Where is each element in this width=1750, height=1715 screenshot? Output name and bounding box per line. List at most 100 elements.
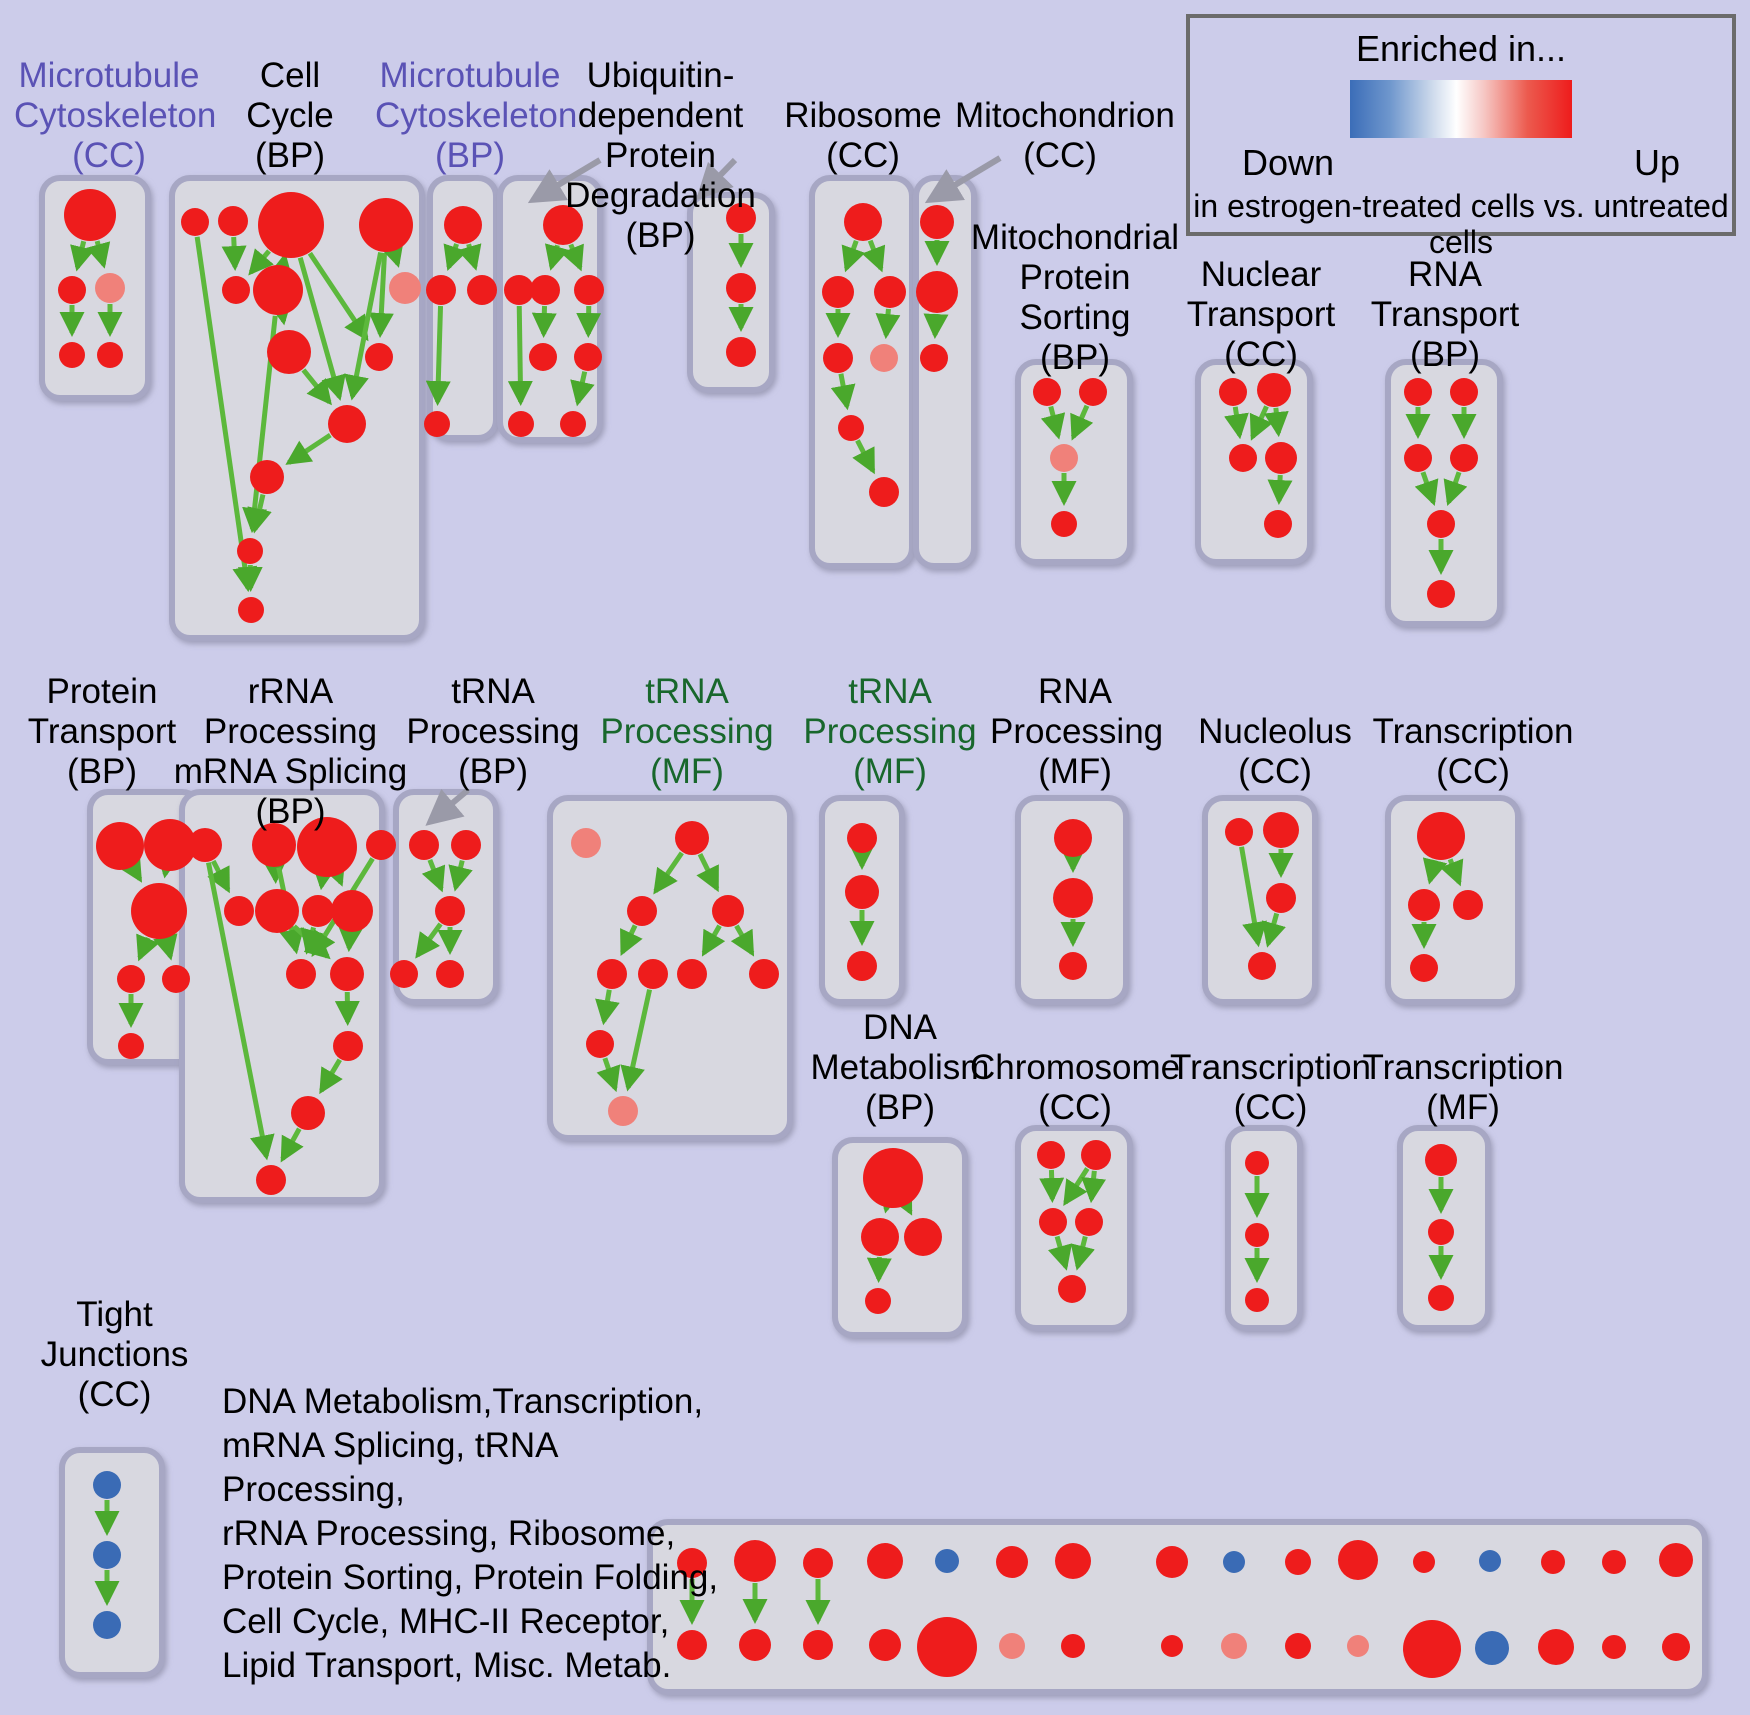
network-node[interactable]	[508, 411, 534, 437]
network-node[interactable]	[252, 823, 296, 867]
network-node[interactable]	[328, 405, 366, 443]
network-node[interactable]	[1266, 883, 1296, 913]
network-node[interactable]	[258, 192, 324, 258]
network-node[interactable]	[96, 822, 144, 870]
network-node[interactable]	[444, 206, 482, 244]
network-node[interactable]	[916, 271, 958, 313]
network-node[interactable]	[935, 1549, 959, 1573]
network-node[interactable]	[845, 875, 879, 909]
network-node[interactable]	[224, 896, 254, 926]
network-node[interactable]	[1245, 1223, 1269, 1247]
network-node[interactable]	[93, 1471, 121, 1499]
network-node[interactable]	[131, 883, 187, 939]
network-node[interactable]	[1425, 1144, 1457, 1176]
network-node[interactable]	[608, 1096, 638, 1126]
network-node[interactable]	[996, 1546, 1028, 1578]
network-node[interactable]	[529, 343, 557, 371]
network-node[interactable]	[803, 1630, 833, 1660]
network-node[interactable]	[1039, 1208, 1067, 1236]
network-node[interactable]	[530, 275, 560, 305]
network-node[interactable]	[424, 411, 450, 437]
network-node[interactable]	[1404, 378, 1432, 406]
network-node[interactable]	[1058, 1275, 1086, 1303]
network-node[interactable]	[218, 206, 248, 236]
network-node[interactable]	[297, 817, 357, 877]
network-node[interactable]	[627, 896, 657, 926]
network-node[interactable]	[571, 828, 601, 858]
network-node[interactable]	[237, 538, 263, 564]
network-node[interactable]	[1055, 1543, 1091, 1579]
network-node[interactable]	[1347, 1635, 1369, 1657]
network-node[interactable]	[1404, 444, 1432, 472]
network-node[interactable]	[1602, 1550, 1626, 1574]
network-node[interactable]	[93, 1541, 121, 1569]
network-node[interactable]	[222, 276, 250, 304]
network-node[interactable]	[822, 276, 854, 308]
network-node[interactable]	[1223, 1551, 1245, 1573]
network-node[interactable]	[253, 265, 303, 315]
network-node[interactable]	[838, 415, 864, 441]
network-node[interactable]	[847, 951, 877, 981]
network-node[interactable]	[920, 205, 954, 239]
network-node[interactable]	[188, 828, 222, 862]
network-node[interactable]	[1229, 444, 1257, 472]
network-node[interactable]	[1428, 1219, 1454, 1245]
network-node[interactable]	[867, 1543, 903, 1579]
network-node[interactable]	[1538, 1629, 1574, 1665]
network-node[interactable]	[1075, 1208, 1103, 1236]
network-node[interactable]	[1264, 510, 1292, 538]
network-node[interactable]	[734, 1540, 776, 1582]
network-node[interactable]	[677, 1548, 707, 1578]
network-node[interactable]	[467, 275, 497, 305]
network-node[interactable]	[436, 960, 464, 988]
network-node[interactable]	[675, 821, 709, 855]
network-node[interactable]	[255, 889, 299, 933]
network-node[interactable]	[1450, 444, 1478, 472]
network-node[interactable]	[64, 189, 116, 241]
network-node[interactable]	[1285, 1549, 1311, 1575]
network-node[interactable]	[359, 198, 413, 252]
network-node[interactable]	[1079, 378, 1107, 406]
network-node[interactable]	[1219, 378, 1247, 406]
network-node[interactable]	[874, 276, 906, 308]
network-node[interactable]	[1257, 373, 1291, 407]
network-node[interactable]	[435, 896, 465, 926]
network-node[interactable]	[1225, 818, 1253, 846]
network-node[interactable]	[749, 959, 779, 989]
network-node[interactable]	[1479, 1550, 1501, 1572]
network-node[interactable]	[1245, 1151, 1269, 1175]
network-node[interactable]	[144, 819, 196, 871]
network-node[interactable]	[586, 1030, 614, 1058]
network-node[interactable]	[726, 337, 756, 367]
network-node[interactable]	[1161, 1635, 1183, 1657]
network-node[interactable]	[58, 276, 86, 304]
network-node[interactable]	[638, 959, 668, 989]
network-node[interactable]	[574, 275, 604, 305]
network-node[interactable]	[118, 1033, 144, 1059]
network-node[interactable]	[1659, 1543, 1693, 1577]
network-node[interactable]	[1050, 444, 1078, 472]
network-node[interactable]	[1427, 510, 1455, 538]
network-node[interactable]	[95, 273, 125, 303]
network-node[interactable]	[267, 330, 311, 374]
network-node[interactable]	[543, 205, 583, 245]
network-node[interactable]	[1662, 1633, 1690, 1661]
network-node[interactable]	[331, 890, 373, 932]
network-node[interactable]	[1033, 378, 1061, 406]
network-node[interactable]	[1541, 1550, 1565, 1574]
network-node[interactable]	[256, 1165, 286, 1195]
network-node[interactable]	[920, 344, 948, 372]
network-node[interactable]	[823, 343, 853, 373]
network-node[interactable]	[1248, 952, 1276, 980]
network-node[interactable]	[726, 203, 756, 233]
network-node[interactable]	[1475, 1631, 1509, 1665]
network-node[interactable]	[1427, 580, 1455, 608]
network-node[interactable]	[181, 208, 209, 236]
network-node[interactable]	[726, 273, 756, 303]
network-node[interactable]	[803, 1548, 833, 1578]
network-node[interactable]	[286, 959, 316, 989]
network-node[interactable]	[869, 1629, 901, 1661]
network-node[interactable]	[1263, 812, 1299, 848]
network-node[interactable]	[712, 895, 744, 927]
network-node[interactable]	[869, 477, 899, 507]
